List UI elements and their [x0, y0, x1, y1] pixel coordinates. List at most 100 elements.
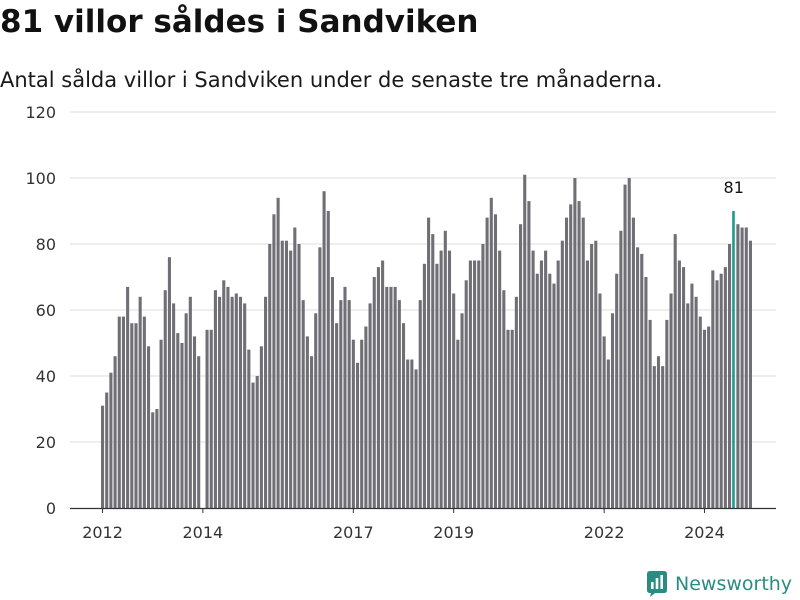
- bar: [539, 260, 543, 508]
- bar: [702, 329, 707, 508]
- bar: [406, 359, 410, 508]
- bar: [560, 240, 564, 508]
- bar: [677, 260, 681, 508]
- bar: [460, 313, 464, 508]
- x-tick-label: 2012: [82, 523, 123, 542]
- bar-highlighted: [732, 211, 735, 508]
- bar: [619, 230, 623, 509]
- bar: [268, 244, 272, 508]
- bar: [544, 250, 548, 508]
- bar: [381, 260, 385, 508]
- bar: [602, 336, 606, 508]
- bar: [452, 293, 456, 508]
- bar: [623, 184, 627, 508]
- bar: [636, 247, 640, 509]
- bar: [493, 214, 498, 509]
- bar: [477, 260, 481, 508]
- bar: [176, 333, 180, 508]
- bar: [606, 359, 610, 508]
- bar: [556, 260, 560, 508]
- bar: [318, 247, 322, 509]
- bar: [226, 286, 230, 508]
- bar: [142, 316, 146, 508]
- bar: [134, 323, 138, 508]
- bar: [740, 227, 744, 508]
- bar: [105, 392, 109, 508]
- y-tick-label: 80: [36, 235, 56, 254]
- bar: [243, 303, 247, 508]
- brand-name: Newsworthy: [675, 573, 793, 595]
- bar: [665, 319, 669, 508]
- bar: [590, 244, 594, 508]
- bar: [464, 280, 468, 508]
- bar: [443, 230, 447, 509]
- bar: [519, 224, 523, 508]
- bar: [585, 260, 589, 508]
- bar: [360, 339, 364, 508]
- bar: [652, 366, 656, 508]
- bar: [376, 267, 380, 508]
- bar: [410, 359, 414, 508]
- bar: [188, 296, 192, 508]
- bar: [213, 290, 217, 508]
- bar: [230, 296, 234, 508]
- bar: [113, 356, 117, 508]
- bar: [218, 296, 222, 508]
- bar: [481, 244, 485, 508]
- bars: [101, 174, 752, 509]
- bar: [531, 250, 535, 508]
- bar: [535, 273, 539, 508]
- bar: [707, 326, 711, 508]
- bar: [744, 227, 748, 508]
- y-tick-label: 60: [36, 301, 56, 320]
- page-subtitle: Antal sålda villor i Sandviken under de …: [0, 68, 663, 92]
- bar: [627, 178, 631, 508]
- bar: [422, 263, 426, 508]
- bar: [167, 257, 171, 508]
- bar: [401, 323, 406, 508]
- bar: [523, 174, 527, 508]
- bar: [322, 191, 326, 508]
- bar: [431, 234, 435, 508]
- bar: [259, 346, 263, 508]
- bar: [594, 240, 598, 508]
- bar: [502, 290, 506, 508]
- bar: [548, 273, 552, 508]
- x-tick-label: 2022: [584, 523, 625, 542]
- x-axis-ticks: 2012 2014 2017 2019 2022 2024: [82, 508, 725, 542]
- bar: [101, 405, 105, 508]
- bar: [414, 369, 418, 508]
- bar: [238, 296, 243, 508]
- bar: [163, 290, 167, 508]
- bar: [289, 250, 293, 508]
- bar: [573, 178, 577, 508]
- x-tick-label: 2024: [684, 523, 725, 542]
- bar: [301, 300, 305, 508]
- bar: [151, 412, 155, 508]
- bar: [506, 329, 510, 508]
- bar: [456, 339, 460, 508]
- bar: [293, 227, 297, 508]
- bar: [347, 300, 351, 508]
- bar: [305, 336, 309, 508]
- bar: [728, 244, 732, 508]
- bar: [418, 300, 422, 508]
- bar: [172, 303, 176, 508]
- bar: [711, 270, 715, 508]
- bar: [180, 343, 184, 508]
- bar: [276, 197, 280, 509]
- y-tick-label: 20: [36, 433, 56, 452]
- bar: [473, 260, 477, 508]
- bar: [669, 293, 673, 508]
- bar: [146, 346, 151, 508]
- bar: [330, 277, 334, 508]
- bar: [205, 329, 209, 508]
- bar: [159, 339, 163, 508]
- x-tick-label: 2019: [433, 523, 474, 542]
- y-tick-label: 0: [46, 499, 56, 518]
- bar: [615, 273, 619, 508]
- bar: [598, 293, 602, 508]
- bar: [126, 286, 130, 508]
- bar: [577, 201, 581, 508]
- bar: [272, 214, 276, 509]
